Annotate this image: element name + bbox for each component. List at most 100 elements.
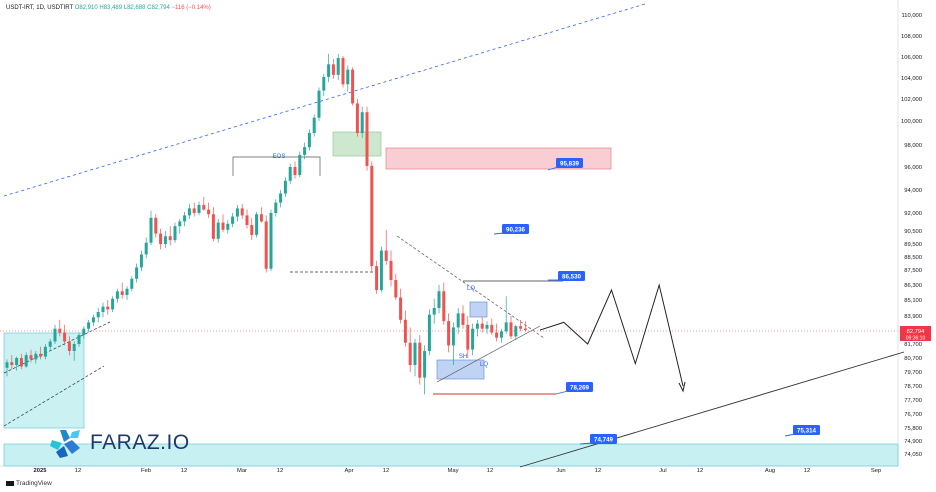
candle-body [466,324,470,350]
candle-body [456,313,460,328]
candle-body [39,353,43,357]
price-callout-label: 90,236 [506,226,525,233]
lower-trend-line [519,351,905,468]
y-tick-label: 102,000 [901,97,922,103]
candle-body [399,297,403,320]
candle-body [370,165,374,267]
open-value: O82,910 [74,5,98,11]
y-tick-label: 108,000 [901,34,922,40]
x-tick-label: 12 [595,468,601,474]
candle-body [447,321,451,346]
candle-body [514,326,518,337]
x-tick-label: 2025 [34,468,48,474]
price-callout [793,425,820,435]
candle-body [327,64,331,77]
candle-body [375,266,379,290]
candle-body [288,167,292,181]
candle-body [355,103,359,133]
candle-body [365,112,369,166]
triangle-bottom [436,325,541,383]
x-tick-label: 12 [487,468,493,474]
change-value: −116 (−0.14%) [171,5,211,11]
candle-body [240,208,244,216]
candle-body [96,312,100,318]
lq-label-bottom: LQ [480,362,488,368]
candle-body [418,342,422,378]
price-callout [566,382,593,392]
candle-body [63,332,67,342]
candle-body [269,213,273,269]
candle-body [183,215,187,222]
y-tick-label: 86,300 [904,283,922,289]
candle-body [427,314,431,351]
candle-body [106,306,110,310]
supply-zone [385,147,612,170]
candle-body [250,225,254,235]
projection-arrow-icon [678,381,686,393]
last-price-tag [900,326,931,341]
candle-body [168,236,172,241]
candle-body [490,324,494,333]
demand-zone-bottom [3,443,899,467]
symbol-header: USDT-IRT, 1D, USDTIRT O82,910 H83,489 L8… [6,5,211,11]
candle-body [403,319,407,343]
candle-body [279,193,283,203]
candle-body [245,215,249,225]
x-tick-label: Mar [237,468,247,474]
lq-label-top: LQ [467,286,475,292]
candle-body [389,260,393,280]
candle-body [509,322,513,337]
candle-body [471,328,475,350]
candle-body [523,328,527,331]
tradingview-label: TradingView [16,480,52,487]
candle-body [322,76,326,91]
low-value: L82,688 [123,5,146,11]
candle-body [67,341,71,351]
price-callout-leader [547,166,559,171]
candle-body [211,214,215,239]
candle-body [91,317,95,323]
candle-body [394,280,398,298]
y-tick-label: 78,700 [904,384,922,390]
candle-body [226,223,230,230]
candle-body [48,341,52,347]
y-tick-label: 75,800 [904,426,922,432]
y-tick-label: 94,000 [904,188,922,194]
candle-body [384,250,388,261]
x-tick-label: Jun [556,468,565,474]
eos-bracket [232,156,321,176]
x-tick-label: 12 [181,468,187,474]
y-tick-label: 104,000 [901,76,922,82]
candle-body [423,351,427,378]
candle-body [202,204,206,210]
candle-body [298,154,302,176]
x-tick-label: Sep [871,468,881,474]
candle-body [221,222,225,230]
candle-body [34,353,38,360]
candle-body [346,69,350,85]
candle-body [87,322,91,329]
candle-body [475,323,479,329]
faraz-logo: FARAZ.IO [50,428,190,458]
candle-body [120,291,124,295]
candle-body [72,344,76,351]
symbol-name: USDT-IRT, 1D, USDTIRT [6,5,74,11]
candle-body [5,362,9,368]
candle-body [283,180,287,194]
candle-body [303,147,307,155]
y-tick-label: 74,900 [904,439,922,445]
price-callout-leader [579,442,593,445]
candle-body [10,362,14,365]
tradingview-attribution[interactable]: TradingView [6,480,52,487]
y-tick-label: 110,000 [901,13,922,19]
candle-body [101,306,105,312]
blue-zone-small [469,301,488,318]
candle-body [154,217,158,234]
candle-body [77,335,81,344]
y-tick-label: 90,500 [904,229,922,235]
candle-body [24,355,28,367]
eos-label: EOS [273,154,286,160]
candle-body [461,313,465,325]
y-tick-label: 89,500 [904,242,922,248]
